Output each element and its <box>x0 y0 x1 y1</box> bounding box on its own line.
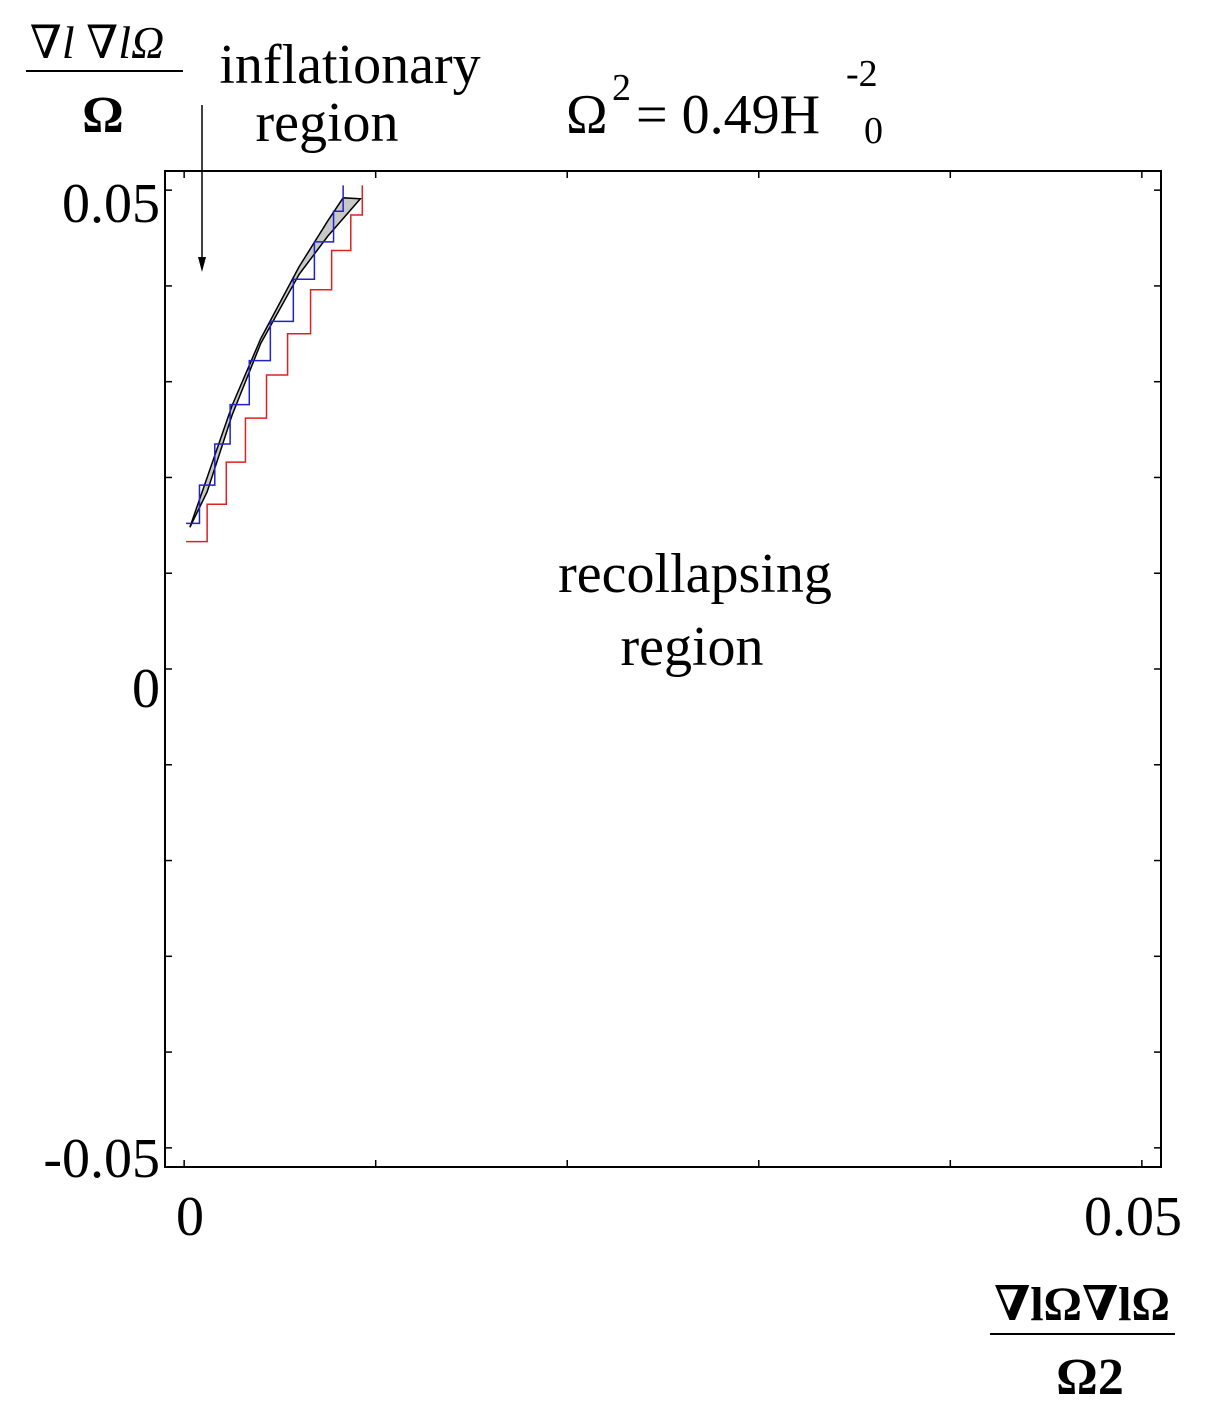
y-tick-label-0: 0 <box>132 658 160 720</box>
x-tick-label-0: 0 <box>176 1186 204 1248</box>
y-axis-label: ∇l ∇lΩ Ω <box>26 17 183 144</box>
annotation-recollapsing-line-2: region <box>620 616 763 678</box>
annotation-recollapsing-line-1: recollapsing <box>558 543 832 605</box>
series-red-line <box>186 185 364 543</box>
axis-ticks <box>165 171 1161 1167</box>
x-axis-label-denominator: Ω2 <box>1056 1349 1124 1402</box>
x-tick-label-0.05: 0.05 <box>1084 1186 1182 1248</box>
series-blue-line <box>186 185 344 525</box>
chart-title-equation: = 0.49H <box>636 84 820 146</box>
chart-title-subscript: 0 <box>864 110 883 152</box>
chart-title-base: Ω <box>566 84 608 146</box>
x-axis-label: ∇lΩ∇lΩ Ω2 <box>990 1278 1175 1402</box>
y-axis-label-numerator: ∇l ∇lΩ <box>30 17 165 68</box>
annotation-inflationary-line-2: region <box>255 92 398 154</box>
annotation-recollapsing-region: recollapsing region <box>558 543 832 678</box>
y-tick-label-0.05: 0.05 <box>62 173 160 235</box>
x-axis-label-numerator: ∇lΩ∇lΩ <box>994 1278 1170 1331</box>
chart-title: Ω 2 = 0.49H -2 0 <box>566 53 883 152</box>
confidence-band <box>189 197 362 528</box>
y-axis-label-denominator: Ω <box>82 87 124 144</box>
annotation-inflationary-region: inflationary region <box>198 34 481 272</box>
chart-title-base-sup: 2 <box>612 67 631 109</box>
y-tick-label--0.05: -0.05 <box>43 1128 160 1190</box>
annotation-arrow-head <box>198 257 206 272</box>
annotation-inflationary-line-1: inflationary <box>219 34 480 96</box>
chart-title-superscript: -2 <box>846 53 878 95</box>
